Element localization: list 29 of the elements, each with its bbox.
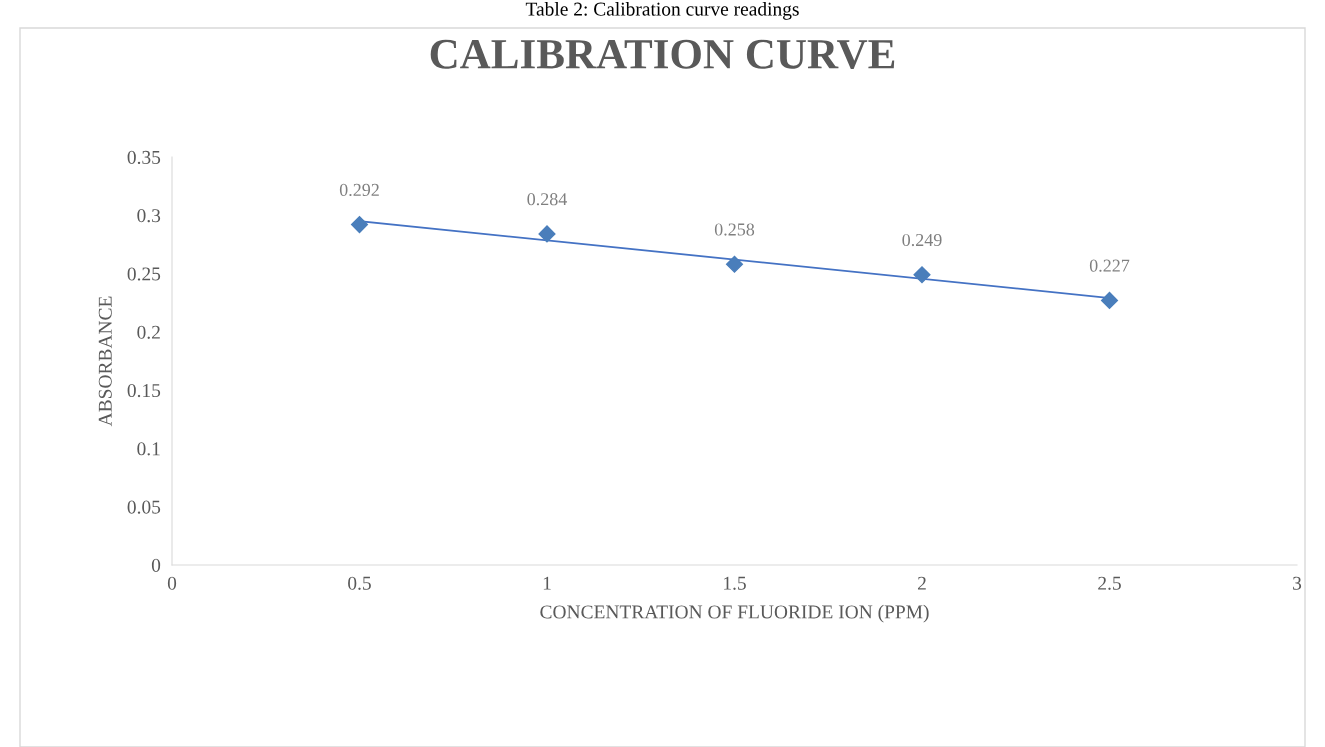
y-tick-label: 0.25 bbox=[127, 267, 161, 281]
y-tick-label: 0.15 bbox=[127, 383, 161, 398]
y-tick-label: 0.1 bbox=[137, 442, 160, 456]
x-tick-label: 1 bbox=[543, 576, 551, 590]
x-tick-label: 0.5 bbox=[348, 576, 371, 590]
y-tick-label: 0.2 bbox=[137, 325, 160, 339]
data-label: 0.249 bbox=[902, 233, 942, 247]
data-label: 0.227 bbox=[1089, 259, 1130, 272]
point bbox=[350, 216, 369, 234]
y-axis-title: ABSORBANCE bbox=[98, 296, 112, 427]
y-tick-label: 0.3 bbox=[137, 209, 161, 223]
y-tick-label: 0 bbox=[151, 558, 161, 572]
x-tick-label: 1.5 bbox=[724, 576, 746, 590]
y-tick-label: 0.35 bbox=[127, 150, 161, 165]
x-tick-label: 0 bbox=[167, 576, 177, 590]
point bbox=[913, 266, 931, 284]
point bbox=[725, 255, 744, 273]
point bbox=[1100, 291, 1119, 309]
y-tick-label: 0.05 bbox=[127, 500, 161, 514]
x-tick-label: 2 bbox=[917, 576, 926, 590]
data-label: 0.284 bbox=[527, 193, 568, 206]
data-label: 0.292 bbox=[339, 183, 379, 197]
chart-title: CALIBRATION CURVE bbox=[430, 39, 895, 70]
point bbox=[538, 225, 556, 243]
data-label: 0.258 bbox=[714, 223, 755, 236]
caption: Table 2: Calibration curve readings bbox=[525, 2, 799, 20]
x-tick-label: 3 bbox=[1293, 576, 1302, 590]
x-axis-title: CONCENTRATION OF FLUORIDE ION (PPM) bbox=[540, 604, 929, 623]
x-tick-label: 2.5 bbox=[1098, 576, 1121, 590]
